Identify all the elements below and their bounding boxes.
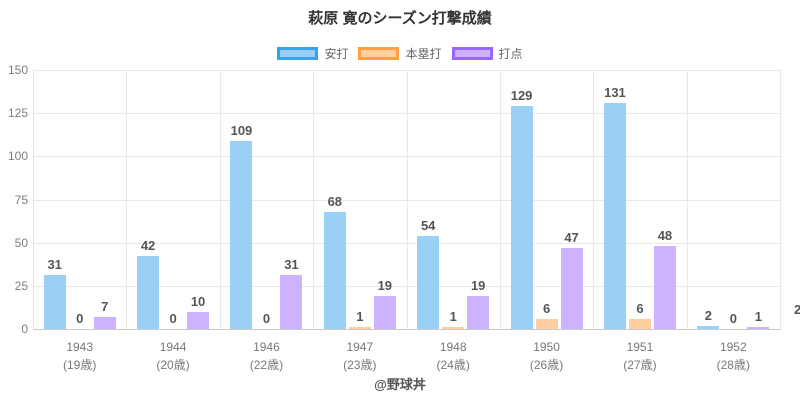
x-axis-tick-label: 1948 (24歳) <box>436 340 470 372</box>
legend-label: 本塁打 <box>405 46 442 61</box>
bar-rbi[interactable] <box>373 296 396 329</box>
bar-value-label: 2 <box>704 307 712 323</box>
bar-home-runs[interactable] <box>348 327 371 329</box>
y-axis-tick-label: 50 <box>14 235 28 250</box>
bar-value-label: 6 <box>636 300 644 316</box>
y-axis-tick-label: 150 <box>7 63 28 77</box>
bar-value-label: 19 <box>377 278 393 294</box>
bar-hits[interactable] <box>323 211 346 329</box>
gridline-vertical <box>313 70 315 329</box>
x-axis-tick-label: 1952 (28歳) <box>716 340 750 372</box>
legend-swatch-icon <box>451 46 493 60</box>
bar-hits[interactable] <box>230 140 253 329</box>
chart-title: 萩原 寛のシーズン打撃成績 <box>308 10 492 27</box>
bar-rbi[interactable] <box>187 311 210 329</box>
legend-item-home-runs[interactable]: 本塁打 <box>358 45 442 62</box>
bar-value-label: 42 <box>140 238 156 254</box>
bar-value-label: 0 <box>169 311 177 326</box>
x-axis-tick-label: 1943 (19歳) <box>63 340 97 372</box>
bar-hits[interactable] <box>603 102 626 329</box>
bar-rbi[interactable] <box>467 296 490 329</box>
bar-hits[interactable] <box>697 325 720 329</box>
legend-label: 安打 <box>324 46 349 61</box>
x-axis-tick-label: 1946 (22歳) <box>249 340 284 372</box>
bar-value-label: 19 <box>470 278 486 294</box>
x-axis-tick-label: 1947 (23歳) <box>343 340 377 372</box>
x-axis-tick-label: 1950 (26歳) <box>529 340 564 372</box>
bar-hits[interactable] <box>510 106 533 329</box>
y-axis-tick-label: 75 <box>14 192 28 207</box>
bar-value-label: 54 <box>420 217 436 233</box>
bar-value-label: 48 <box>657 228 673 244</box>
bar-value-label: 10 <box>190 293 206 309</box>
x-axis-tick-label: 1944 (20歳) <box>156 340 190 372</box>
bar-rbi[interactable] <box>747 327 770 329</box>
y-axis-tick-label: 125 <box>7 106 28 121</box>
bar-value-label: 0 <box>729 311 737 326</box>
bar-hits[interactable] <box>417 235 440 329</box>
gridline-vertical <box>126 70 128 329</box>
gridline-vertical <box>406 70 408 329</box>
gridline-vertical <box>593 70 595 329</box>
bar-value-label: 68 <box>327 193 343 209</box>
bar-value-label: 47 <box>564 229 579 245</box>
legend-label: 打点 <box>498 46 523 61</box>
y-axis-tick-label: 100 <box>7 149 28 164</box>
chart-legend: 安打 本塁打 打点 <box>0 45 800 61</box>
bar-rbi[interactable] <box>280 275 303 329</box>
bar-value-label: 7 <box>101 298 109 314</box>
bar-value-label: 1 <box>449 309 457 325</box>
bar-hits[interactable] <box>43 275 66 329</box>
y-axis-tick-label: 0 <box>21 322 28 336</box>
legend-item-hits[interactable]: 安打 <box>277 45 348 62</box>
bar-home-runs[interactable] <box>628 318 651 329</box>
bar-home-runs[interactable] <box>442 327 465 329</box>
bar-value-label: 0 <box>262 311 271 326</box>
clipped-edge-label: 2 <box>794 302 800 317</box>
bar-value-label: 109 <box>230 122 253 138</box>
gridline-vertical <box>780 70 781 329</box>
bar-rbi[interactable] <box>653 246 676 329</box>
bar-value-label: 31 <box>47 257 62 273</box>
bar-rbi[interactable] <box>560 247 583 329</box>
y-axis-tick-label: 25 <box>14 278 28 293</box>
bar-rbi[interactable] <box>93 316 116 329</box>
gridline-vertical <box>499 70 501 329</box>
bar-value-label: 1 <box>356 309 364 325</box>
legend-item-rbi[interactable]: 打点 <box>451 45 523 62</box>
legend-swatch-icon <box>277 46 319 60</box>
gridline-vertical <box>219 70 221 329</box>
footer-credit: @野球丼 <box>374 377 426 392</box>
bar-home-runs[interactable] <box>535 318 558 329</box>
x-axis-line <box>33 329 781 330</box>
bar-value-label: 6 <box>542 300 551 316</box>
bar-value-label: 131 <box>604 84 626 100</box>
bar-hits[interactable] <box>137 256 160 329</box>
bar-value-label: 31 <box>284 257 299 273</box>
gridline-vertical <box>33 70 34 329</box>
bar-value-label: 0 <box>76 311 84 326</box>
gridline-vertical <box>686 70 688 329</box>
bar-value-label: 129 <box>510 88 533 104</box>
legend-swatch-icon <box>358 46 400 60</box>
bar-value-label: 1 <box>754 309 762 325</box>
x-axis-tick-label: 1951 (27歳) <box>623 340 657 372</box>
